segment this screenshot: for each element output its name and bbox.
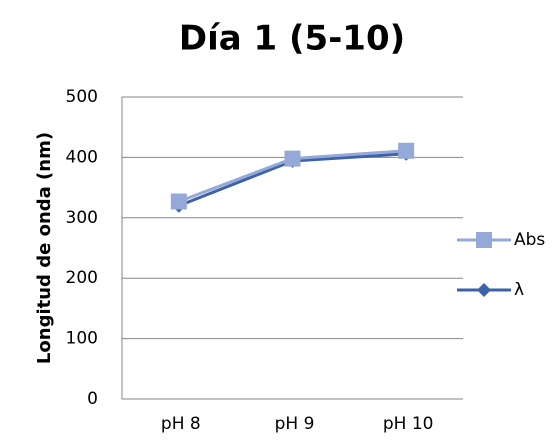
- y-tick-label: 400: [66, 147, 98, 167]
- x-tick-label: pH 9: [275, 414, 315, 434]
- y-tick-label: 100: [66, 329, 98, 349]
- y-axis-label: Longitud de onda (nm): [34, 132, 55, 364]
- x-tick-label: pH 8: [161, 414, 201, 434]
- y-tick-label: 300: [66, 208, 98, 228]
- legend-label: Abs: [514, 230, 545, 250]
- data-point: [398, 142, 415, 159]
- y-tick-label: 200: [66, 268, 98, 288]
- x-tick-label: pH 10: [383, 414, 434, 434]
- legend-label: λ: [514, 280, 524, 300]
- data-point: [284, 150, 301, 167]
- legend-marker: [476, 232, 492, 248]
- legend-marker: [477, 283, 491, 297]
- chart-title: Día 1 (5-10): [179, 19, 405, 59]
- y-tick-label: 500: [66, 87, 98, 107]
- data-point: [170, 193, 187, 210]
- y-tick-label: 0: [87, 389, 98, 409]
